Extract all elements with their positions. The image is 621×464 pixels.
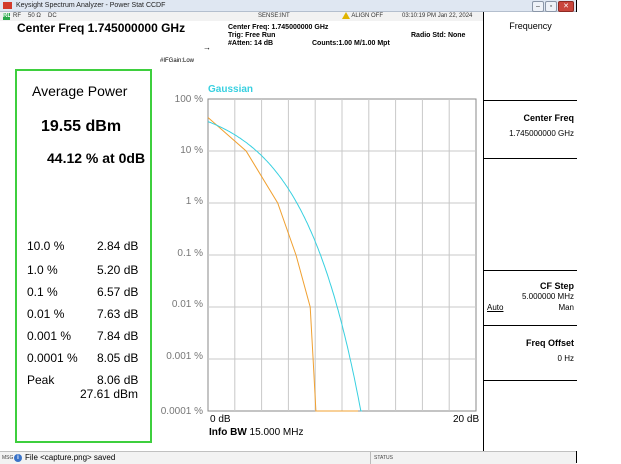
metric-value: 6.57 dB bbox=[97, 285, 139, 299]
y-tick-label: 0.001 % bbox=[166, 351, 203, 362]
metric-prob: 0.001 % bbox=[27, 329, 72, 343]
settings-center-freq: Center Freq: 1.745000000 GHz bbox=[228, 24, 329, 31]
y-tick-label: 100 % bbox=[174, 94, 203, 105]
ccdf-plot: 100 % 10 % 1 % 0.1 % 0.01 % 0.001 % 0.00… bbox=[158, 71, 481, 445]
y-tick-label: 10 % bbox=[180, 145, 203, 156]
metric-value: 5.20 dB bbox=[97, 263, 139, 277]
metric-row: 0.1 % 6.57 dB bbox=[27, 285, 147, 299]
softkey-label: Freq Offset bbox=[525, 338, 574, 348]
align-label: ALIGN OFF bbox=[351, 13, 384, 20]
softkey-label: Center Freq bbox=[523, 113, 574, 123]
settings-block: Center Freq: 1.745000000 GHz Trig: Free … bbox=[228, 24, 328, 48]
info-icon: i bbox=[14, 454, 22, 462]
info-bw: Info BW 15.000 MHz bbox=[209, 427, 303, 438]
y-tick-label: 1 % bbox=[185, 196, 203, 207]
metric-prob: Peak bbox=[27, 373, 55, 387]
metric-value: 7.63 dB bbox=[97, 307, 139, 321]
empty-softkey[interactable] bbox=[484, 158, 577, 270]
metric-prob: 1.0 % bbox=[27, 263, 58, 277]
softkey-label: CF Step bbox=[539, 281, 574, 291]
analyzer-window: Keysight Spectrum Analyzer - Power Stat … bbox=[0, 0, 577, 463]
metric-row: 0.0001 % 8.05 dB bbox=[27, 351, 147, 365]
metric-prob: 0.01 % bbox=[27, 307, 65, 321]
instrument-status-row: RL RF 50 Ω DC SENSE:INT ALIGN OFF 03:10:… bbox=[0, 12, 483, 21]
restore-button[interactable]: ▫ bbox=[545, 1, 557, 12]
softkey-value: 1.745000000 GHz bbox=[509, 129, 574, 138]
msg-label: MSG bbox=[2, 455, 14, 461]
coupling-label: DC bbox=[48, 13, 57, 19]
metric-row: 10.0 % 2.84 dB bbox=[27, 239, 147, 253]
if-gain-label: #IFGain:Low bbox=[160, 58, 195, 64]
center-freq-softkey[interactable]: Center Freq 1.745000000 GHz bbox=[484, 100, 577, 158]
settings-trigger: Trig: Free Run bbox=[228, 32, 276, 39]
peak-dbm-value: 27.61 dBm bbox=[80, 387, 139, 401]
window-title: Keysight Spectrum Analyzer - Power Stat … bbox=[16, 2, 166, 9]
average-power-title: Average Power bbox=[32, 83, 128, 99]
y-tick-label: 0.1 % bbox=[177, 248, 203, 259]
x-axis-left-label: 0 dB bbox=[210, 414, 231, 425]
plot-grid bbox=[207, 98, 477, 412]
arrow-icon: → bbox=[203, 43, 211, 52]
info-bw-value: 15.000 MHz bbox=[249, 427, 304, 438]
metric-row: 0.01 % 7.63 dB bbox=[27, 307, 147, 321]
metric-value: 7.84 dB bbox=[97, 329, 139, 343]
radio-std-label: Radio Std: None bbox=[411, 32, 466, 39]
metrics-panel: Average Power 19.55 dBm 44.12 % at 0dB 1… bbox=[15, 69, 152, 443]
metric-value: 8.05 dB bbox=[97, 351, 139, 365]
metric-value: 2.84 dB bbox=[97, 239, 139, 253]
y-tick-label: 0.0001 % bbox=[160, 406, 203, 417]
rf-label: RF bbox=[13, 13, 21, 19]
softkey-value: 5.000000 MHz bbox=[521, 292, 574, 301]
message-bar: MSG i File <capture.png> saved STATUS bbox=[0, 451, 576, 464]
impedance-label: 50 Ω bbox=[28, 13, 41, 19]
metric-row: 1.0 % 5.20 dB bbox=[27, 263, 147, 277]
message-text: File <capture.png> saved bbox=[25, 453, 116, 462]
softkey-value: 0 Hz bbox=[557, 354, 574, 363]
x-axis-right-label: 20 dB bbox=[453, 414, 480, 425]
y-tick-label: 0.01 % bbox=[171, 299, 203, 310]
cf-step-softkey[interactable]: CF Step 5.000000 MHz Auto Man bbox=[484, 270, 577, 325]
center-freq-header: Center Freq 1.745000000 GHz bbox=[17, 21, 186, 35]
info-bw-label: Info BW bbox=[209, 427, 247, 438]
cf-step-man-option[interactable]: Man bbox=[558, 303, 574, 312]
freq-offset-softkey[interactable]: Freq Offset 0 Hz bbox=[484, 325, 577, 380]
empty-softkey[interactable] bbox=[484, 380, 577, 451]
counts-label: Counts:1.00 M/1.00 Mpt bbox=[312, 40, 390, 47]
softkey-menu-title: Frequency bbox=[509, 21, 552, 31]
average-power-value: 19.55 dBm bbox=[41, 118, 122, 135]
gaussian-reference-curve bbox=[207, 121, 363, 412]
percent-at-0db: 44.12 % at 0dB bbox=[47, 150, 146, 166]
settings-atten: #Atten: 14 dB bbox=[228, 40, 274, 47]
metric-prob: 0.1 % bbox=[27, 285, 58, 299]
metric-prob: 0.0001 % bbox=[27, 351, 78, 365]
close-button[interactable]: ✕ bbox=[558, 1, 574, 12]
title-bar: Keysight Spectrum Analyzer - Power Stat … bbox=[0, 0, 576, 12]
datetime: 03:10:19 PM Jan 22, 2024 bbox=[402, 13, 473, 19]
metric-row-peak: Peak 8.06 dB bbox=[27, 373, 147, 387]
metric-value: 8.06 dB bbox=[97, 373, 139, 387]
mode-badge: RL bbox=[3, 13, 11, 20]
metric-prob: 10.0 % bbox=[27, 239, 65, 253]
softkey-panel: Frequency Center Freq 1.745000000 GHz CF… bbox=[483, 12, 577, 451]
warning-icon bbox=[342, 12, 350, 19]
metric-row: 0.001 % 7.84 dB bbox=[27, 329, 147, 343]
status-label: STATUS bbox=[370, 452, 393, 464]
minimize-button[interactable]: – bbox=[532, 1, 544, 12]
cf-step-auto-option[interactable]: Auto bbox=[487, 303, 504, 312]
gaussian-legend: Gaussian bbox=[208, 84, 254, 95]
sense-label: SENSE:INT bbox=[258, 13, 290, 19]
measured-ccdf-curve bbox=[207, 117, 359, 412]
plot-svg bbox=[207, 98, 477, 412]
app-icon bbox=[3, 2, 12, 9]
align-status: ALIGN OFF bbox=[342, 12, 383, 21]
